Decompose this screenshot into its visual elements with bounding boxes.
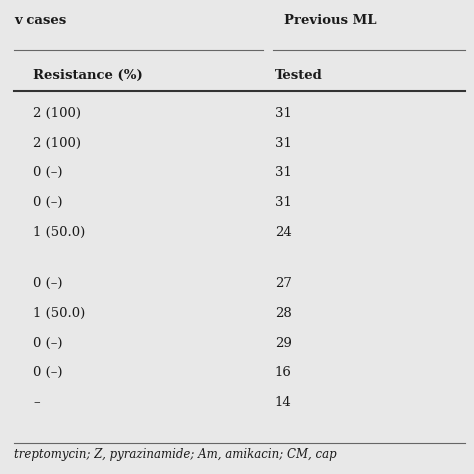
Text: 2 (100): 2 (100)	[33, 107, 81, 119]
Text: 0 (–): 0 (–)	[33, 366, 63, 380]
Text: 14: 14	[275, 396, 292, 410]
Text: treptomycin; Z, pyrazinamide; Am, amikacin; CM, cap: treptomycin; Z, pyrazinamide; Am, amikac…	[14, 448, 337, 461]
Text: 0 (–): 0 (–)	[33, 277, 63, 290]
Text: Tested: Tested	[275, 69, 323, 82]
Text: Previous ML: Previous ML	[284, 14, 377, 27]
Text: –: –	[33, 396, 40, 410]
Text: 27: 27	[275, 277, 292, 290]
Text: 0 (–): 0 (–)	[33, 166, 63, 179]
Text: 31: 31	[275, 137, 292, 149]
Text: 24: 24	[275, 226, 292, 239]
Text: 1 (50.0): 1 (50.0)	[33, 226, 85, 239]
Text: 2 (100): 2 (100)	[33, 137, 81, 149]
Text: 28: 28	[275, 307, 292, 320]
Text: 31: 31	[275, 166, 292, 179]
Text: Resistance (%): Resistance (%)	[33, 69, 143, 82]
Text: 1 (50.0): 1 (50.0)	[33, 307, 85, 320]
Text: 29: 29	[275, 337, 292, 350]
Text: 0 (–): 0 (–)	[33, 196, 63, 209]
Text: 16: 16	[275, 366, 292, 380]
Text: 31: 31	[275, 196, 292, 209]
Text: 0 (–): 0 (–)	[33, 337, 63, 350]
Text: 31: 31	[275, 107, 292, 119]
Text: v cases: v cases	[14, 14, 66, 27]
